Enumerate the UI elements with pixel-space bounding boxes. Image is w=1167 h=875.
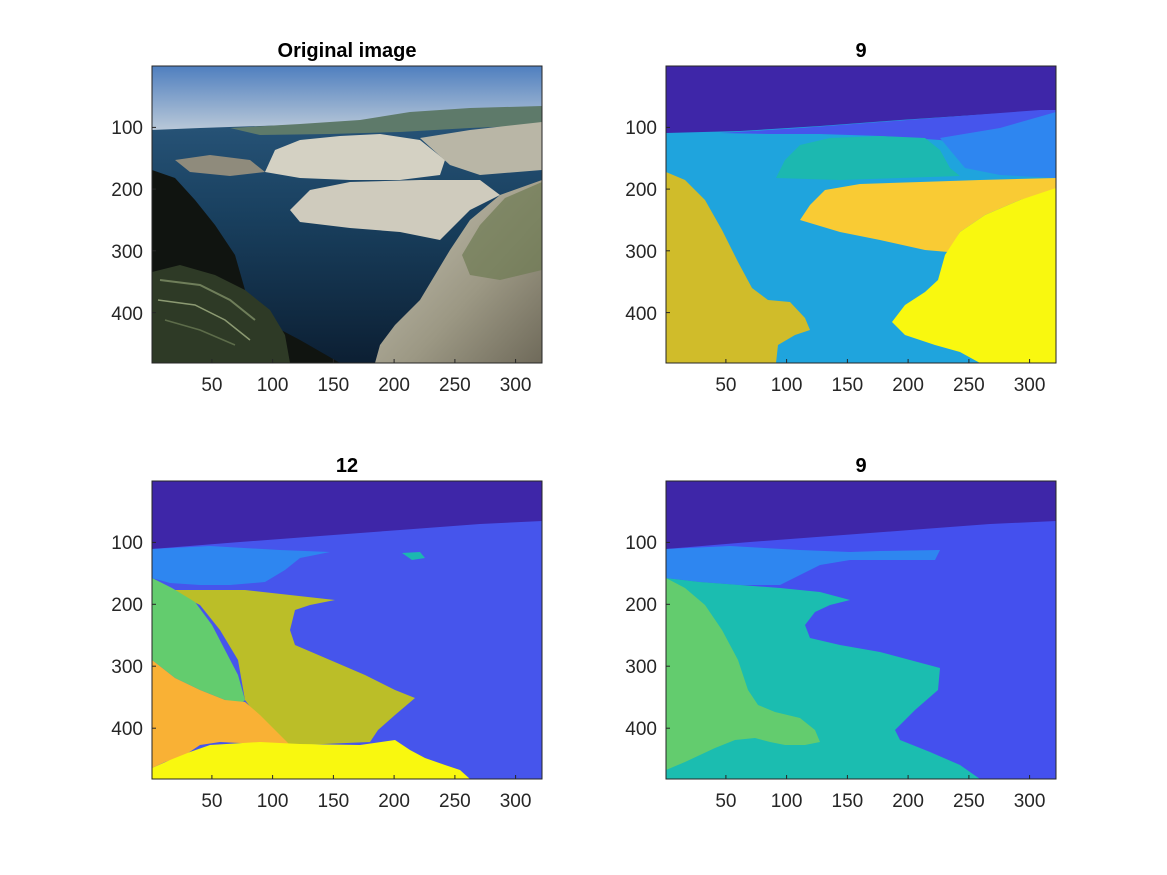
segment-left-cliff (666, 172, 810, 363)
segment-foreground-shrub (152, 660, 290, 768)
x-tick-label: 50 (201, 375, 222, 396)
x-tick-label: 100 (257, 791, 289, 812)
y-tick-label: 400 (625, 304, 657, 325)
segment-left-cliff (152, 578, 245, 705)
y-tick-label: 300 (625, 242, 657, 263)
segment-middle-rock (800, 178, 1056, 252)
y-tick-label: 100 (111, 118, 143, 139)
y-tick-label: 100 (111, 533, 143, 554)
panel-title: 9 (855, 455, 866, 477)
x-tick-label: 150 (832, 375, 864, 396)
x-tick-label: 300 (1014, 791, 1046, 812)
x-ticks: 50 100 150 200 250 300 (201, 359, 531, 396)
panel-title: 12 (336, 455, 358, 477)
y-tick-label: 400 (111, 719, 143, 740)
x-tick-label: 100 (771, 791, 803, 812)
x-tick-label: 100 (257, 375, 289, 396)
distant-headland (230, 106, 542, 135)
panel-title: 9 (855, 40, 866, 62)
segment-water (170, 590, 415, 745)
segment-teal-speck (402, 552, 425, 560)
axes-frame (665, 480, 1057, 780)
y-tick-label: 300 (111, 657, 143, 678)
foreground-shrub (152, 265, 290, 363)
x-tick-label: 300 (500, 375, 532, 396)
middle-rocks (290, 180, 500, 240)
axes-frame (151, 65, 543, 364)
x-tick-label: 200 (378, 375, 410, 396)
panel-title: Original image (278, 40, 417, 62)
x-tick-label: 250 (439, 791, 471, 812)
x-ticks: 50 100 150 200 250 300 (715, 775, 1045, 812)
x-tick-label: 250 (953, 375, 985, 396)
x-tick-label: 50 (201, 791, 222, 812)
x-tick-label: 50 (715, 375, 736, 396)
segment-left-cliff (666, 578, 820, 770)
segment-upper-rock (776, 136, 960, 180)
panel-seg9-bottom: 9 50 100 150 200 250 300 (625, 455, 1057, 812)
panel-seg12: 12 50 100 150 200 250 300 (111, 455, 543, 812)
segmentation-map (152, 481, 542, 779)
axes-frame (151, 480, 543, 780)
segmentation-map (666, 481, 1056, 779)
x-ticks: 50 100 150 200 250 300 (715, 359, 1045, 396)
x-tick-label: 50 (715, 791, 736, 812)
x-tick-label: 200 (378, 791, 410, 812)
y-tick-label: 200 (111, 180, 143, 201)
y-tick-label: 100 (625, 118, 657, 139)
x-tick-label: 300 (1014, 375, 1046, 396)
y-tick-label: 100 (625, 533, 657, 554)
x-tick-label: 300 (500, 791, 532, 812)
segment-sky (666, 481, 1056, 549)
segment-right-cliff-top (940, 112, 1056, 178)
y-tick-label: 400 (111, 304, 143, 325)
segment-right-cliff (892, 188, 1056, 363)
x-tick-label: 250 (953, 791, 985, 812)
x-tick-label: 200 (892, 375, 924, 396)
panel-seg9-top: 9 50 100 150 200 250 300 (625, 40, 1057, 396)
x-tick-label: 150 (318, 791, 350, 812)
panel-original: Original image 50 100 (111, 40, 543, 396)
segment-bottom (152, 740, 470, 779)
segment-horizon (152, 546, 330, 585)
segment-sky (152, 481, 542, 549)
y-ticks: 100 200 300 400 (111, 118, 156, 325)
y-ticks: 100 200 300 400 (625, 533, 670, 740)
upper-rocks (265, 134, 445, 180)
x-ticks: 50 100 150 200 250 300 (201, 775, 531, 812)
y-ticks: 100 200 300 400 (625, 118, 670, 325)
right-cliff-top (420, 122, 542, 175)
right-cliff-vegetation (462, 182, 542, 280)
y-tick-label: 200 (625, 180, 657, 201)
y-tick-label: 400 (625, 719, 657, 740)
x-tick-label: 250 (439, 375, 471, 396)
y-tick-label: 200 (625, 595, 657, 616)
segmentation-map (666, 66, 1056, 363)
original-photo (152, 66, 542, 363)
y-tick-label: 200 (111, 595, 143, 616)
segment-horizon (666, 546, 940, 585)
x-tick-label: 150 (832, 791, 864, 812)
x-tick-label: 100 (771, 375, 803, 396)
small-islands (175, 155, 265, 176)
x-tick-label: 200 (892, 791, 924, 812)
y-ticks: 100 200 300 400 (111, 533, 156, 740)
segment-sky (666, 66, 1056, 133)
y-tick-label: 300 (111, 242, 143, 263)
y-tick-label: 300 (625, 657, 657, 678)
x-tick-label: 150 (318, 375, 350, 396)
axes-frame (665, 65, 1057, 364)
